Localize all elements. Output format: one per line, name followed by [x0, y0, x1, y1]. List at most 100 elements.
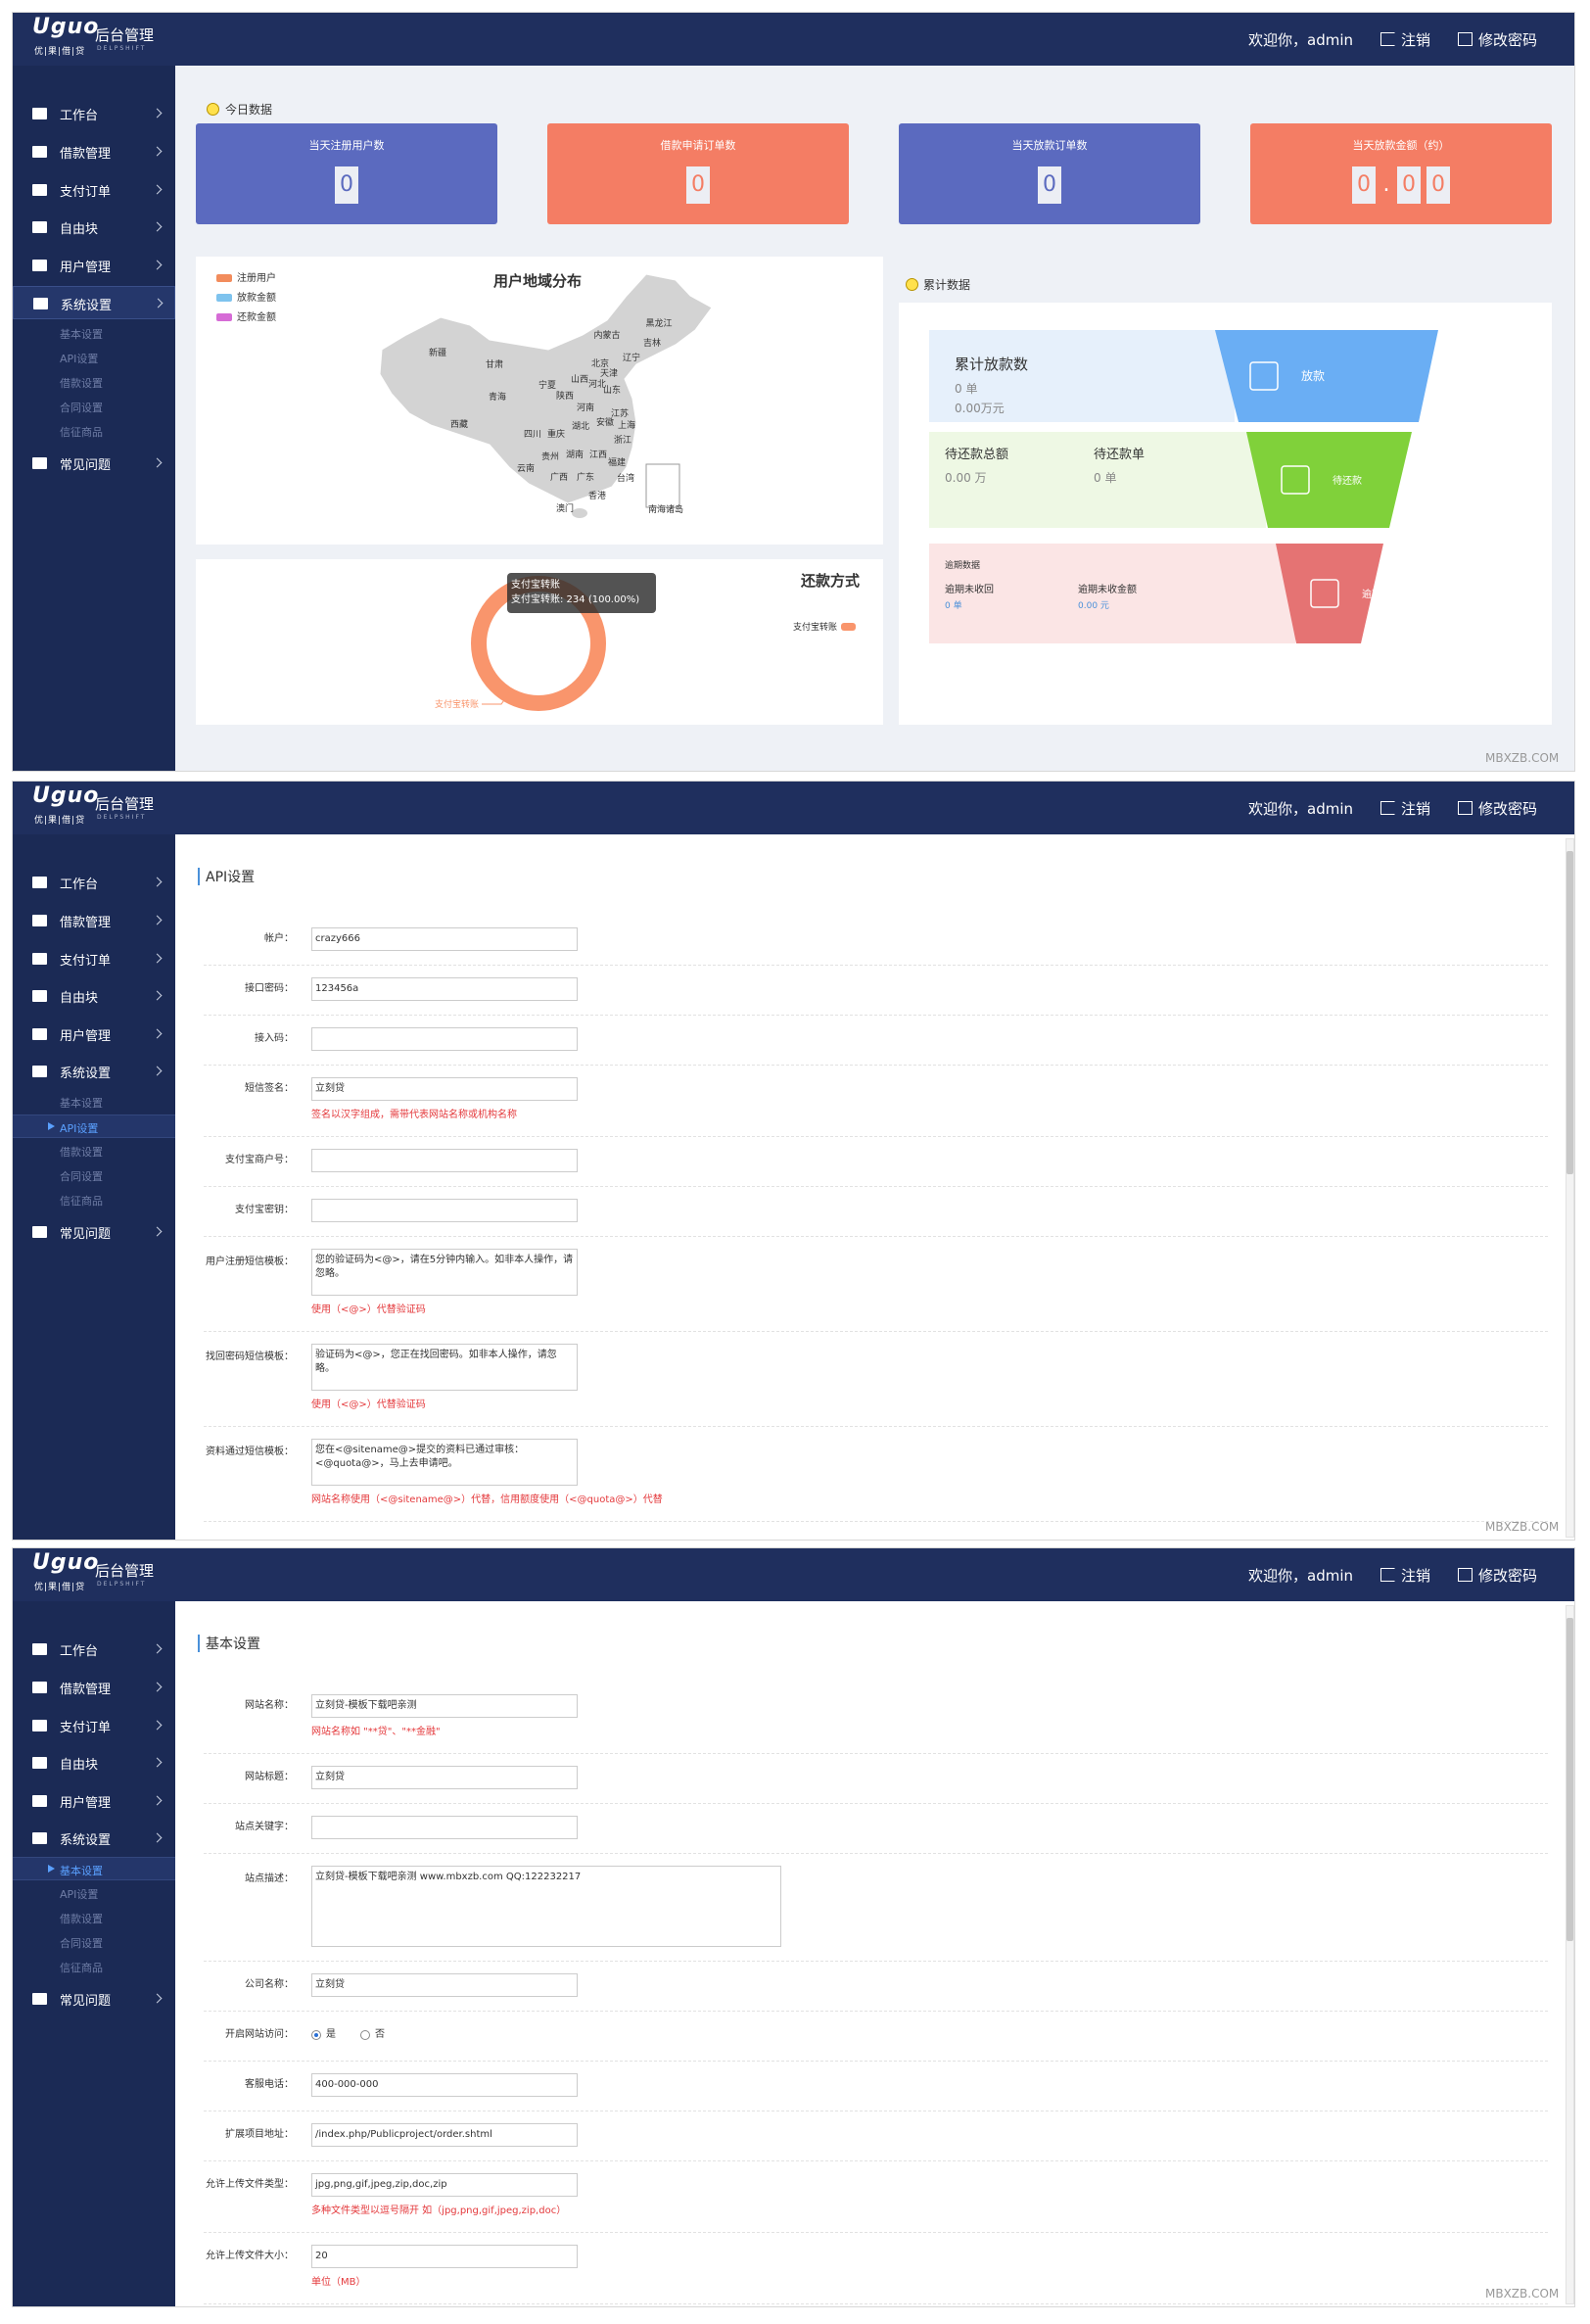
submenu-label: 基本设置	[60, 1097, 103, 1110]
menu-item[interactable]: 工作台	[13, 866, 175, 899]
submenu-item[interactable]: 信征商品	[13, 1955, 175, 1978]
text-input[interactable]	[311, 1816, 578, 1839]
admin-title: 后台管理	[95, 26, 155, 44]
menu-label: 支付订单	[60, 954, 112, 969]
active-arrow	[48, 1865, 55, 1873]
menu-item[interactable]: 系统设置	[13, 1055, 175, 1088]
legend-swatch	[216, 313, 232, 321]
row-separator	[204, 1015, 1548, 1016]
submenu-item[interactable]: 信征商品	[13, 1188, 175, 1211]
submenu-item[interactable]: API设置	[13, 346, 175, 369]
tooltip: 支付宝转账 支付宝转账: 234 (100.00%)	[507, 573, 656, 613]
watermark: MBXZB.COM	[1485, 751, 1560, 765]
menu-label: 常见问题	[60, 1994, 112, 2009]
menu-item[interactable]: 用户管理	[13, 249, 175, 282]
logout[interactable]: 注销	[1401, 800, 1431, 818]
region-label: 广西	[550, 471, 568, 483]
menu-item[interactable]: 用户管理	[13, 1784, 175, 1818]
submenu-item[interactable]: 借款设置	[13, 1906, 175, 1929]
text-input[interactable]: 20	[311, 2245, 578, 2268]
text-input[interactable]	[311, 1149, 578, 1172]
change-password[interactable]: 修改密码	[1478, 31, 1538, 49]
section-icon	[207, 103, 219, 116]
textarea[interactable]: 您在<@sitename@>提交的资料已通过审核：<@quota@>，马上去申请…	[311, 1439, 578, 1486]
row-separator	[204, 1426, 1548, 1427]
row-title: 待还款单	[1094, 448, 1145, 462]
menu-item[interactable]: 支付订单	[13, 173, 175, 207]
menu-item[interactable]: 用户管理	[13, 1018, 175, 1051]
submenu-item[interactable]: 基本设置	[13, 321, 175, 345]
section-label: 累计数据	[923, 278, 971, 292]
logout[interactable]: 注销	[1401, 31, 1431, 49]
row-separator	[204, 1136, 1548, 1137]
menu-item[interactable]: 常见问题	[13, 1215, 175, 1249]
text-input[interactable]: 立刻贷-模板下载吧亲测	[311, 1694, 578, 1718]
submenu-item[interactable]: 合同设置	[13, 395, 175, 418]
change-password[interactable]: 修改密码	[1478, 1567, 1538, 1585]
logout-icon	[1380, 32, 1395, 46]
radio[interactable]	[360, 2030, 370, 2040]
menu-icon	[32, 1720, 47, 1731]
row-separator	[204, 1803, 1548, 1804]
submenu-item[interactable]: 信征商品	[13, 419, 175, 443]
chevron	[152, 915, 163, 925]
menu-item[interactable]: 自由块	[13, 211, 175, 244]
field-label: 找回密码短信模板：	[206, 1352, 294, 1362]
form-title: API设置	[206, 870, 256, 885]
menu-label: 工作台	[60, 877, 99, 892]
region-label: 湖南	[566, 449, 584, 460]
submenu-item[interactable]: 合同设置	[13, 1163, 175, 1187]
welcome: 欢迎你，admin	[1248, 1567, 1353, 1585]
menu-item[interactable]: 常见问题	[13, 1982, 175, 2016]
submenu-item[interactable]: 借款设置	[13, 370, 175, 394]
text-input[interactable]: 立刻贷	[311, 1973, 578, 1997]
field-label: 接入码：	[255, 1033, 294, 1044]
textarea[interactable]: 您的验证码为<@>，请在5分钟内输入。如非本人操作，请忽略。	[311, 1249, 578, 1296]
submenu-item[interactable]: 基本设置	[13, 1090, 175, 1114]
text-input[interactable]: 立刻贷	[311, 1766, 578, 1789]
textarea[interactable]: 验证码为<@>，您正在找回密码。如非本人操作，请忽略。	[311, 1344, 578, 1391]
menu-item[interactable]: 自由块	[13, 979, 175, 1013]
text-input[interactable]: /index.php/Publicproject/order.shtml	[311, 2123, 578, 2147]
stat-card: 当天放款金额（约） 0. 0 0	[1250, 123, 1552, 224]
menu-item[interactable]: 自由块	[13, 1746, 175, 1779]
menu-item[interactable]: 借款管理	[13, 1671, 175, 1704]
scroll-track	[1566, 1605, 1574, 2304]
region-label: 宁夏	[538, 379, 556, 391]
text-input[interactable]: jpg,png,gif,jpeg,zip,doc,zip	[311, 2173, 578, 2197]
logout[interactable]: 注销	[1401, 1567, 1431, 1585]
menu-item[interactable]: 工作台	[13, 1633, 175, 1666]
submenu-item[interactable]: 合同设置	[13, 1930, 175, 1954]
menu-label: 用户管理	[60, 1796, 112, 1811]
text-input[interactable]: crazy666	[311, 927, 578, 951]
menu-item[interactable]: 系统设置	[13, 286, 175, 319]
menu-icon	[32, 146, 47, 158]
submenu-item[interactable]: API设置	[13, 1881, 175, 1905]
submenu-item[interactable]: API设置	[13, 1115, 175, 1138]
text-input[interactable]	[311, 1199, 578, 1222]
textarea[interactable]: 立刻贷-模板下载吧亲测 www.mbxzb.com QQ:122232217	[311, 1866, 781, 1947]
menu-item[interactable]: 借款管理	[13, 904, 175, 937]
text-input[interactable]: 400-000-000	[311, 2073, 578, 2097]
logo: Uguo	[32, 15, 100, 39]
text-input[interactable]	[311, 1027, 578, 1051]
menu-item[interactable]: 系统设置	[13, 1822, 175, 1855]
menu-icon	[32, 1028, 47, 1040]
menu-item[interactable]: 支付订单	[13, 1709, 175, 1742]
menu-item[interactable]: 工作台	[13, 97, 175, 130]
region-label: 浙江	[614, 434, 631, 446]
text-input[interactable]: 123456a	[311, 977, 578, 1001]
menu-item[interactable]: 借款管理	[13, 135, 175, 168]
hainan	[572, 508, 587, 518]
change-password[interactable]: 修改密码	[1478, 800, 1538, 818]
radio[interactable]	[311, 2030, 321, 2040]
submenu-item[interactable]: 基本设置	[13, 1857, 175, 1880]
submenu-label: 借款设置	[60, 1146, 103, 1159]
menu-label: 借款管理	[60, 916, 112, 930]
text-input[interactable]: 立刻贷	[311, 1077, 578, 1101]
menu-label: 自由块	[60, 222, 99, 237]
submenu-item[interactable]: 借款设置	[13, 1139, 175, 1162]
submenu-label: 合同设置	[60, 402, 103, 414]
menu-item[interactable]: 支付订单	[13, 942, 175, 975]
menu-item[interactable]: 常见问题	[13, 447, 175, 480]
